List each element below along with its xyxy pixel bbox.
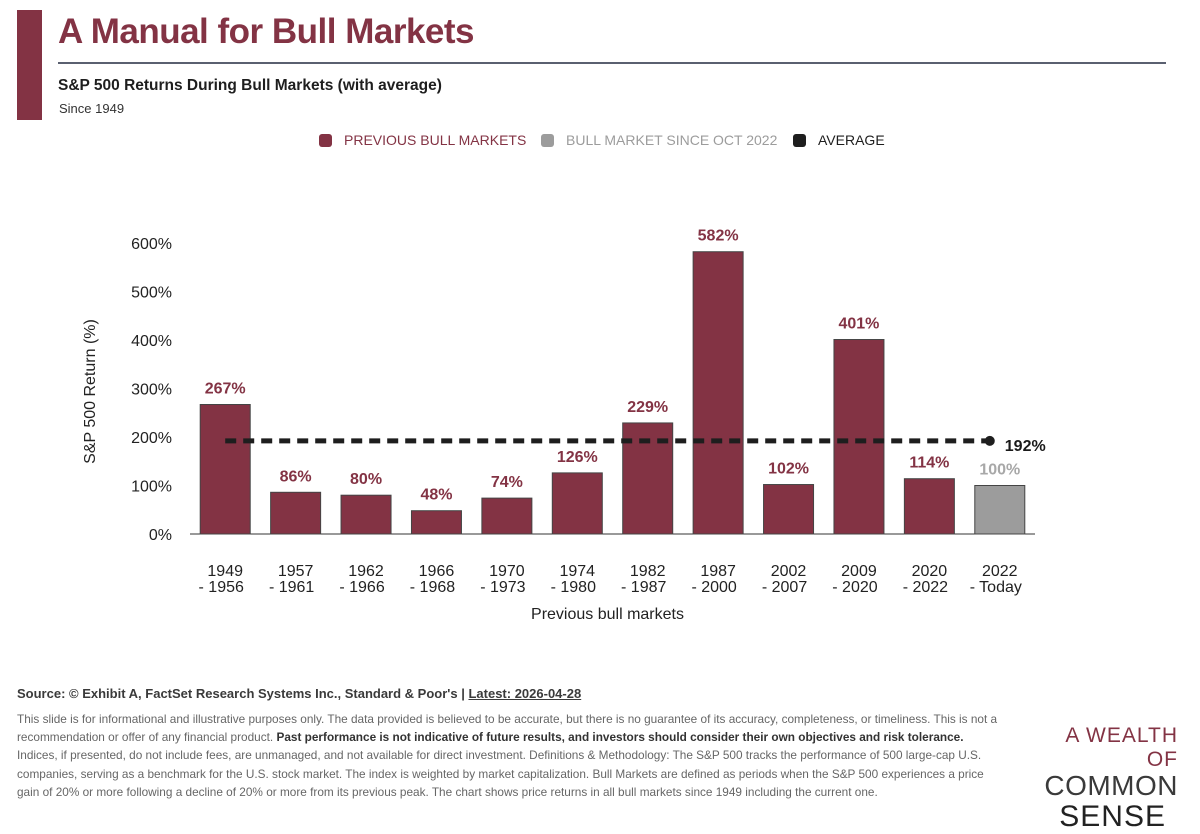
x-tick-label: 1957 — [278, 563, 314, 580]
x-tick-label: - 1956 — [199, 579, 244, 596]
bar-3 — [410, 510, 462, 535]
chart-subtitle: S&P 500 Returns During Bull Markets (wit… — [58, 77, 442, 94]
x-tick-label: 1949 — [207, 563, 243, 580]
bar-chart: 0% 100% 200% 300% 400% 500% 600% S&P 500 Return… — [82, 228, 1046, 623]
x-tick-label: - 2022 — [903, 579, 948, 596]
y-tick-label: 0% — [149, 527, 172, 544]
disclaimer-text-1: This slide is for informational and illu… — [17, 712, 998, 745]
bar-9 — [833, 339, 885, 535]
x-tick-label: 2020 — [912, 563, 948, 580]
bar-10 — [903, 478, 955, 535]
x-tick-label: - 1966 — [339, 579, 384, 596]
bar-value-label: 48% — [420, 487, 452, 504]
legend-label-average: AVERAGE — [818, 132, 885, 148]
bar-4 — [481, 497, 533, 535]
average-marker — [984, 435, 995, 446]
legend-swatch-average — [793, 133, 806, 147]
source-text: Source: © Exhibit A, FactSet Research Sy… — [17, 686, 469, 701]
average-value-label: 192% — [1005, 438, 1046, 455]
bar-value-label: 229% — [627, 399, 668, 416]
bar-2 — [340, 494, 392, 535]
x-tick-label: 1987 — [700, 563, 736, 580]
bar-0 — [199, 404, 251, 535]
y-tick-label: 300% — [131, 382, 172, 399]
x-tick-label: 1974 — [559, 563, 595, 580]
x-tick-label: 2002 — [771, 563, 807, 580]
y-tick-label: 500% — [131, 285, 172, 302]
chart-since-note: Since 1949 — [59, 101, 125, 116]
bar-5 — [551, 472, 603, 535]
x-tick-label: - 1980 — [551, 579, 596, 596]
x-tick-label: - 1968 — [410, 579, 455, 596]
x-axis-title: Previous bull markets — [531, 606, 684, 623]
bar-value-label: 80% — [350, 471, 382, 488]
x-tick-label: - 1973 — [480, 579, 525, 596]
title-divider — [58, 62, 1166, 64]
bar-value-label: 100% — [979, 462, 1020, 479]
bar-value-label: 401% — [838, 316, 879, 333]
brand-line-2: COMMON — [1044, 770, 1178, 801]
bar-1 — [270, 491, 322, 535]
disclaimer-bold-text: Past performance is not indicative of fu… — [276, 730, 964, 745]
bar-value-label: 114% — [909, 455, 949, 472]
bar-7 — [692, 251, 744, 535]
legend-item-current: BULL MARKET SINCE OCT 2022 — [541, 132, 777, 148]
legend-label-previous: PREVIOUS BULL MARKETS — [344, 132, 527, 148]
legend-item-average: AVERAGE — [793, 132, 885, 148]
y-tick-label: 400% — [131, 333, 172, 350]
title-accent-bar — [17, 10, 42, 120]
chart-legend: PREVIOUS BULL MARKETS BULL MARKET SINCE … — [0, 132, 1200, 152]
disclaimer: This slide is for informational and illu… — [17, 710, 1002, 801]
bar-11 — [974, 485, 1026, 535]
bar-value-label: 102% — [768, 461, 809, 478]
bar-value-label: 74% — [491, 474, 523, 491]
legend-label-current: BULL MARKET SINCE OCT 2022 — [566, 132, 778, 148]
x-tick-label: - Today — [970, 579, 1022, 596]
legend-swatch-previous — [319, 133, 332, 147]
source-latest-link[interactable]: Latest: 2026-04-28 — [468, 686, 582, 701]
x-tick-label: 1970 — [489, 563, 525, 580]
bar-value-label: 582% — [698, 228, 739, 245]
x-tick-label: - 1961 — [269, 579, 314, 596]
legend-swatch-current — [541, 133, 554, 147]
y-axis-title: S&P 500 Return (%) — [82, 319, 99, 464]
x-tick-label: - 2007 — [762, 579, 807, 596]
y-tick-label: 600% — [131, 236, 172, 253]
x-tick-label: - 2000 — [691, 579, 736, 596]
x-tick-label: 1966 — [419, 563, 455, 580]
y-tick-label: 100% — [131, 479, 172, 496]
x-tick-label: - 1987 — [621, 579, 666, 596]
y-tick-label: 200% — [131, 430, 172, 447]
bar-8 — [763, 484, 815, 535]
brand-line-3: SENSE — [1059, 800, 1166, 833]
x-tick-label: 1982 — [630, 563, 666, 580]
x-tick-label: 2022 — [982, 563, 1018, 580]
page-title: A Manual for Bull Markets — [58, 12, 475, 51]
disclaimer-text-2: Indices, if presented, do not include fe… — [17, 748, 984, 799]
brand-logo: A WEALTH OF COMMON SENSE — [1028, 724, 1178, 834]
x-tick-label: 1962 — [348, 563, 384, 580]
source-note: Source: © Exhibit A, FactSet Research Sy… — [17, 686, 581, 701]
brand-line-1: A WEALTH OF — [1065, 724, 1178, 771]
x-tick-label: - 2020 — [832, 579, 877, 596]
x-tick-label: 2009 — [841, 563, 877, 580]
bar-value-label: 267% — [205, 381, 246, 398]
legend-item-previous: PREVIOUS BULL MARKETS — [319, 132, 526, 148]
bar-value-label: 126% — [557, 449, 598, 466]
bar-value-label: 86% — [280, 468, 312, 485]
